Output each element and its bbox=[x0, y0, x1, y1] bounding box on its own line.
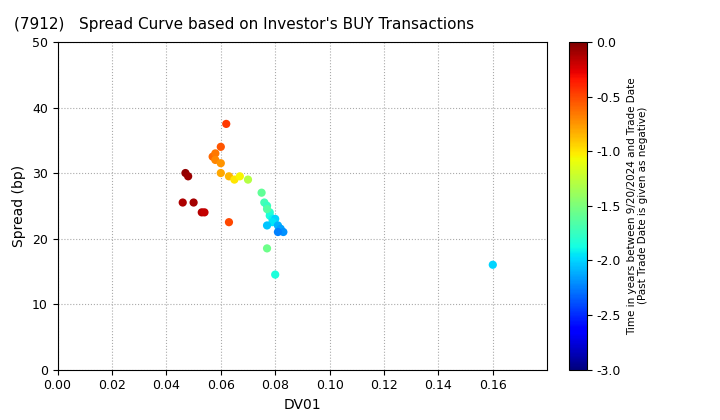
Y-axis label: Time in years between 9/20/2024 and Trade Date
(Past Trade Date is given as nega: Time in years between 9/20/2024 and Trad… bbox=[626, 77, 648, 335]
Point bbox=[229, 176, 240, 183]
Point bbox=[258, 199, 270, 206]
Point bbox=[242, 176, 253, 183]
Point bbox=[188, 199, 199, 206]
Point bbox=[278, 228, 289, 235]
Point bbox=[215, 144, 227, 150]
Point bbox=[487, 261, 498, 268]
Point bbox=[256, 189, 267, 196]
Point bbox=[182, 173, 194, 180]
Point bbox=[210, 157, 221, 163]
Point bbox=[223, 173, 235, 180]
Point bbox=[269, 271, 281, 278]
Point bbox=[199, 209, 210, 216]
Point bbox=[177, 199, 189, 206]
Point bbox=[261, 202, 273, 209]
Point bbox=[261, 245, 273, 252]
Point bbox=[215, 170, 227, 176]
Point bbox=[266, 219, 278, 226]
Point bbox=[264, 212, 276, 219]
X-axis label: DV01: DV01 bbox=[284, 398, 321, 412]
Point bbox=[261, 206, 273, 213]
Point bbox=[196, 209, 207, 216]
Point bbox=[264, 209, 276, 216]
Point bbox=[207, 153, 218, 160]
Point bbox=[223, 219, 235, 226]
Point bbox=[180, 170, 192, 176]
Point bbox=[269, 215, 281, 222]
Point bbox=[272, 222, 284, 229]
Point bbox=[261, 222, 273, 229]
Y-axis label: Spread (bp): Spread (bp) bbox=[12, 165, 27, 247]
Point bbox=[220, 121, 232, 127]
Point bbox=[210, 150, 221, 157]
Point bbox=[234, 173, 246, 180]
Point bbox=[272, 228, 284, 235]
Point bbox=[215, 160, 227, 167]
Point bbox=[275, 226, 287, 232]
Text: (7912)   Spread Curve based on Investor's BUY Transactions: (7912) Spread Curve based on Investor's … bbox=[14, 17, 474, 32]
Point bbox=[266, 215, 278, 222]
